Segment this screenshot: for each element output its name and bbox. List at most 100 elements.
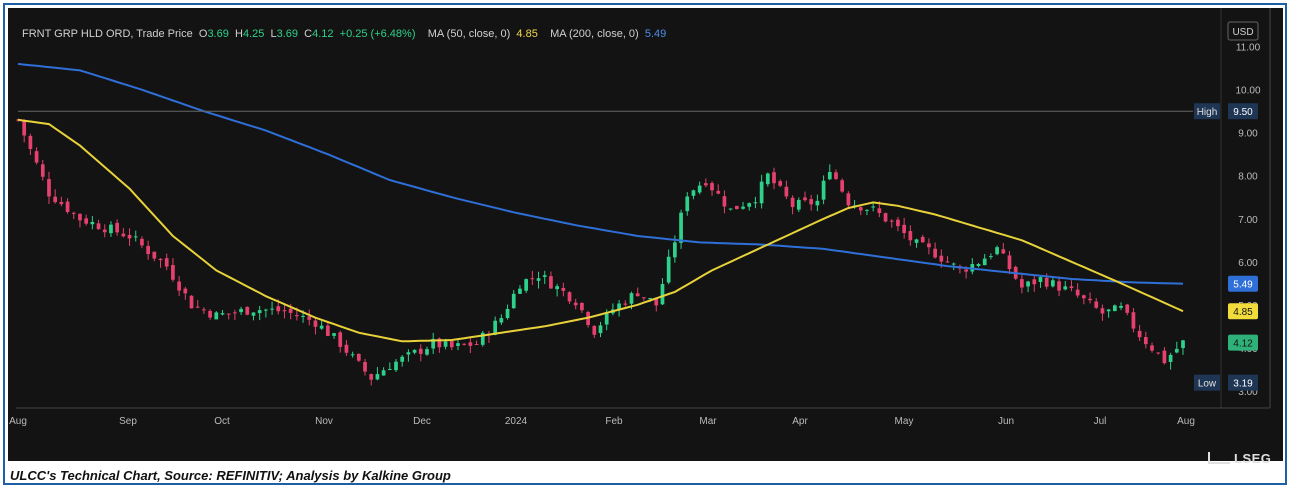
lseg-logo: LSEG: [1208, 451, 1271, 466]
candle-body: [493, 320, 498, 335]
candle-body: [499, 318, 504, 323]
candle-body: [1162, 350, 1167, 364]
candle-body: [772, 172, 776, 184]
candle-body: [679, 212, 683, 243]
candle-body: [555, 286, 559, 290]
candle-body: [865, 209, 869, 211]
candle-body: [121, 233, 126, 237]
candle-body: [511, 293, 516, 309]
candle-body: [406, 352, 411, 355]
candle-body: [728, 208, 733, 210]
ma50-label: MA (50, close, 0): [427, 28, 511, 40]
candle-body: [834, 172, 838, 179]
change-value: +0.25 (+6.48%): [339, 28, 416, 40]
candle-body: [338, 332, 343, 347]
candle-body: [858, 207, 863, 211]
candle-body: [47, 179, 51, 197]
y-tick-label: 8.00: [1238, 172, 1258, 183]
candle-body: [418, 348, 423, 354]
candle-body: [635, 293, 640, 297]
candle-body: [127, 234, 132, 239]
candle-body: [1051, 280, 1055, 287]
candle-body: [623, 303, 628, 305]
candle-body: [759, 181, 764, 204]
marker-label-bg: [1194, 103, 1220, 120]
candle-body: [282, 310, 287, 312]
candle-body: [927, 243, 931, 248]
candle-body: [214, 312, 219, 320]
candle-body: [846, 193, 851, 206]
candle-body: [233, 312, 237, 314]
candle-body: [673, 242, 677, 258]
marker-label: Low: [1198, 379, 1217, 390]
marker-value-bg: [1228, 103, 1258, 120]
ma200-line: [17, 62, 1184, 285]
candle-body: [530, 278, 535, 280]
y-tick-label: 11.00: [1236, 43, 1261, 54]
candle-body: [542, 275, 547, 277]
candle-body: [945, 261, 950, 263]
candle-body: [1001, 249, 1006, 254]
ma50-value: 4.85: [516, 28, 538, 40]
high-value: 4.25: [242, 28, 265, 40]
candle-body: [877, 208, 882, 214]
candle-body: [381, 370, 386, 376]
x-tick-label: Apr: [792, 416, 808, 427]
candle-body: [1168, 354, 1173, 362]
candle-body: [908, 231, 913, 241]
x-tick-label: Sep: [119, 416, 137, 427]
x-tick-label: 2024: [505, 416, 528, 427]
candle-body: [443, 341, 448, 347]
close-label: C: [304, 28, 313, 40]
candle-body: [889, 220, 894, 222]
last-value-label: 4.85: [1233, 307, 1253, 318]
candle-body: [617, 303, 621, 310]
candle-body: [375, 374, 380, 380]
candle-body: [96, 223, 101, 230]
candle-body: [257, 310, 262, 314]
marker-label: High: [1197, 107, 1218, 118]
candle-body: [412, 349, 417, 353]
candle-body: [734, 205, 739, 210]
low-value: 3.69: [276, 28, 299, 40]
open-value: 3.69: [207, 28, 229, 40]
candle-body: [1106, 309, 1111, 312]
candle-body: [1088, 298, 1092, 301]
candle-body: [982, 258, 987, 266]
candle-body: [1137, 330, 1142, 338]
chart-legend: FRNT GRP HLD ORD, Trade Price O3.69 H4.2…: [22, 28, 666, 40]
candle-body: [400, 356, 405, 362]
candle-body: [133, 236, 138, 238]
candle-body: [301, 316, 305, 318]
candle-body: [171, 265, 175, 280]
candle-body: [71, 212, 76, 214]
candle-body: [1156, 352, 1161, 354]
candle-body: [592, 325, 597, 335]
candle-body: [604, 312, 609, 325]
figure-caption: ULCC's Technical Chart, Source: REFINITI…: [10, 468, 451, 483]
candle-body: [22, 119, 27, 136]
candle-body: [1150, 345, 1154, 351]
candle-body: [883, 213, 888, 222]
candle-body: [536, 278, 541, 281]
logo-text: LSEG: [1234, 451, 1272, 466]
candle-body: [939, 255, 944, 262]
currency-box[interactable]: [1227, 21, 1259, 41]
candle-body: [1020, 279, 1024, 288]
candle-body: [158, 258, 163, 261]
candle-body: [1038, 277, 1043, 283]
x-tick-label: Feb: [605, 416, 623, 427]
candle-body: [741, 206, 745, 209]
candle-body: [474, 343, 479, 345]
open-label: O: [198, 28, 208, 40]
candle-body: [313, 320, 318, 327]
candle-body: [220, 313, 225, 315]
candle-body: [1007, 255, 1012, 270]
candle-body: [480, 332, 485, 345]
candle-body: [53, 196, 58, 203]
candle-body: [505, 308, 510, 318]
candle-body: [146, 245, 150, 255]
candle-body: [462, 343, 467, 345]
candle-body: [1119, 305, 1123, 308]
candle-body: [28, 135, 33, 149]
